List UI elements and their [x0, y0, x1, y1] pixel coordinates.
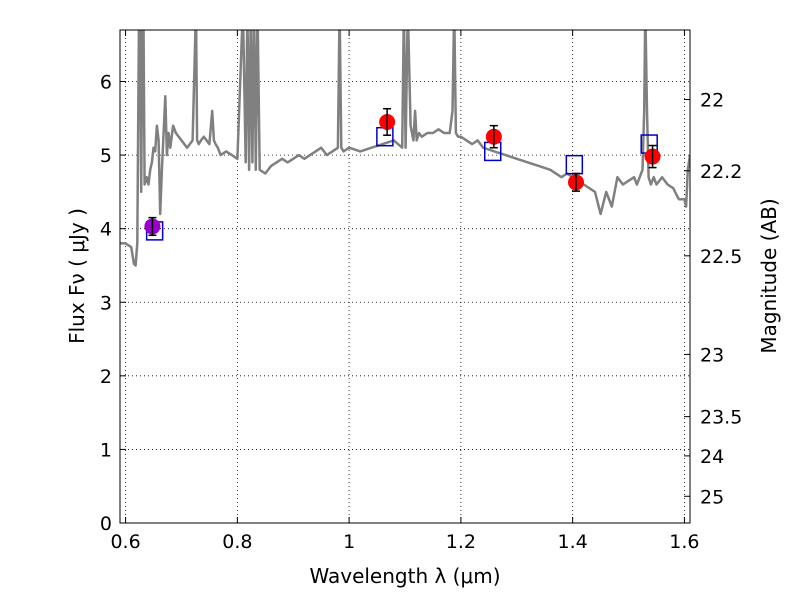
- model-spectrum-line: [120, 30, 690, 267]
- x-tick-label: 1.4: [558, 531, 588, 553]
- y2-axis-title: Magnitude (AB): [757, 198, 781, 353]
- y2-tick-label: 22: [700, 90, 724, 112]
- x-tick-label: 0.8: [222, 531, 252, 553]
- y2-tick-label: 22.5: [700, 246, 742, 268]
- x-tick-label: 1: [343, 531, 355, 553]
- y2-tick-label: 22.2: [700, 161, 742, 183]
- y-tick-label: 5: [100, 145, 112, 167]
- x-tick-label: 1.6: [669, 531, 699, 553]
- y-tick-label: 1: [100, 439, 112, 461]
- y2-tick-label: 25: [700, 486, 724, 508]
- data-area: [120, 30, 690, 267]
- axes: 0.6 0.8 1 1.2 1.4 1.601234562222.222.52323.52…: [100, 30, 742, 553]
- y-tick-label: 3: [100, 292, 112, 314]
- x-tick-label: 0.6: [110, 531, 140, 553]
- y-tick-label: 0: [100, 513, 112, 535]
- x-tick-label: 1.2: [446, 531, 476, 553]
- y-tick-label: 4: [100, 219, 112, 241]
- y2-tick-label: 23.5: [700, 407, 742, 429]
- y2-tick-label: 24: [700, 446, 724, 468]
- plot-frame: [119, 29, 691, 524]
- y-tick-label: 2: [100, 366, 112, 388]
- y2-tick-label: 23: [700, 344, 724, 366]
- y-tick-label: 6: [100, 72, 112, 94]
- y-axis-title: Flux Fν ( μJy ): [65, 208, 89, 344]
- x-axis-title: Wavelength λ (μm): [309, 564, 500, 588]
